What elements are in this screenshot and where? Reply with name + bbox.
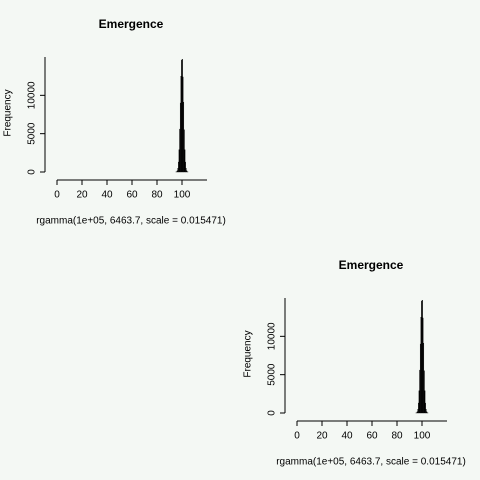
histogram-bar [184, 161, 186, 173]
y-tick-label: 5000 [267, 363, 278, 386]
y-axis-label: Frequency [243, 330, 254, 377]
histogram-bar [424, 390, 426, 414]
chart-title: Emergence [339, 258, 404, 272]
x-tick-label: 80 [391, 431, 403, 442]
x-tick-label: 40 [101, 190, 113, 201]
x-tick-label: 20 [76, 190, 88, 201]
histogram-bar [186, 170, 188, 173]
histogram-bar [426, 411, 428, 414]
x-tick-label: 0 [294, 431, 300, 442]
y-tick-label: 5000 [27, 122, 38, 145]
x-tick-label: 0 [54, 190, 60, 201]
x-axis-label: rgamma(1e+05, 6463.7, scale = 0.015471) [36, 216, 226, 227]
histogram-bar [424, 402, 426, 414]
x-axis-label: rgamma(1e+05, 6463.7, scale = 0.015471) [276, 457, 466, 468]
x-tick-label: 20 [316, 431, 328, 442]
x-tick-label: 40 [341, 431, 353, 442]
y-tick-label: 10000 [27, 81, 38, 109]
x-tick-label: 100 [414, 431, 431, 442]
y-axis-label: Frequency [3, 89, 14, 136]
y-tick-label: 0 [27, 169, 38, 175]
x-tick-label: 100 [174, 190, 191, 201]
y-tick-label: 10000 [267, 322, 278, 350]
x-tick-label: 80 [151, 190, 163, 201]
histogram-bar [185, 168, 187, 173]
histogram-bar [425, 409, 427, 414]
x-tick-label: 60 [366, 431, 378, 442]
chart-title: Emergence [99, 17, 164, 31]
x-tick-label: 60 [126, 190, 138, 201]
histogram-bar [184, 149, 186, 173]
y-tick-label: 0 [267, 410, 278, 416]
